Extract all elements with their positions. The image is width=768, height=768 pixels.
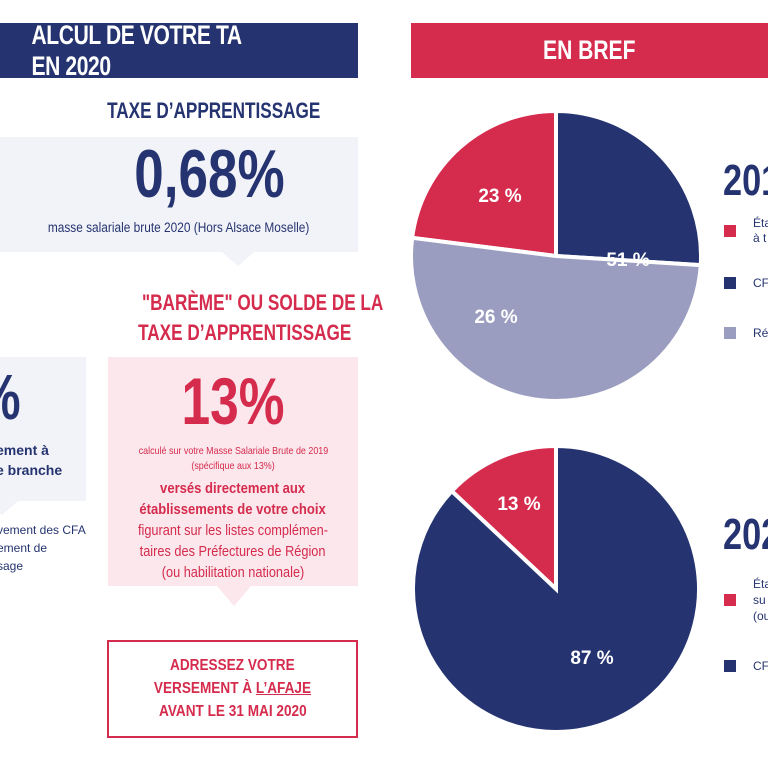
bareme-box: [108, 357, 358, 586]
chart-year-2019: 201: [723, 156, 768, 205]
bareme-heading-line1: "BARÈME" OU SOLDE DE LA: [142, 290, 384, 315]
bareme-sub-line1: calculé sur votre Masse Salariale Brute …: [138, 445, 328, 457]
bareme-sub-line2: (spécifique aux 13%): [191, 460, 275, 472]
bareme-body-line3: figurant sur les listes complémen-: [137, 523, 329, 539]
legend-label-etablissements-2020-l1: Éta: [753, 577, 768, 591]
cta-line3: AVANT LE 31 MAI 2020: [158, 703, 307, 720]
bareme-body-line4: taires des Préfectures de Région: [140, 544, 326, 560]
cfa-rate-box: [0, 357, 86, 501]
legend-swatch-regions-2019: [724, 327, 736, 339]
pie-2020-slice-0: [448, 443, 558, 594]
legend-swatch-etablissements-2020: [724, 594, 736, 606]
pie-2019-label-0: 23 %: [478, 186, 521, 207]
chart-year-2020: 202: [723, 510, 768, 559]
cta-line2-prefix: VERSEMENT À: [153, 680, 256, 697]
taxe-subtitle: masse salariale brute 2020 (Hors Alsace …: [48, 220, 310, 235]
legend-swatch-etablissements-2019: [724, 225, 736, 237]
en-bref-title: EN BREF: [543, 35, 636, 65]
cfa-note-line2: ement de: [0, 541, 48, 555]
bareme-body-line2: établissements de votre choix: [139, 502, 327, 518]
legend-label-etablissements-2019-l1: Éta: [753, 216, 768, 230]
legend-label-regions-2019: Ré: [753, 326, 768, 340]
pie-chart-2019: 23 % 26 % 51 %: [409, 108, 703, 403]
legend-label-etablissements-2020-l2: su: [753, 593, 766, 607]
bareme-pointer-arrow: [217, 586, 251, 606]
taxe-pointer-arrow: [222, 252, 254, 266]
section-title-banner: ALCUL DE VOTRE TA EN 2020: [0, 20, 358, 81]
pie-2019-slice-0: [409, 108, 558, 259]
pie-2019-slice-2: [409, 235, 703, 403]
cfa-note-line3: sage: [0, 559, 24, 573]
cta-line2-wrap: VERSEMENT À L’AFAJE: [154, 680, 311, 698]
bareme-body-line1: versés directement aux: [160, 481, 306, 497]
section-title: ALCUL DE VOTRE TA EN 2020: [31, 19, 241, 81]
legend-swatch-cfa-2019: [724, 277, 736, 289]
cfa-desc-line1: ement à: [0, 442, 49, 458]
en-bref-banner: EN BREF: [411, 23, 768, 78]
legend-swatch-cfa-2020: [724, 660, 736, 672]
cfa-pointer-arrow: [0, 501, 18, 515]
pie-2019-label-1: 26 %: [474, 307, 517, 328]
pie-2020-label-1: 87 %: [570, 648, 613, 669]
pie-2020-label-0: 13 %: [497, 494, 540, 515]
cta-line2: VERSEMENT À L’AFAJE: [107, 680, 358, 698]
pie-chart-2020: 13 % 87 %: [411, 443, 701, 734]
cfa-note-line1: vement des CFA: [0, 523, 86, 537]
pie-2019-slice-1: [554, 108, 703, 268]
payment-deadline-box: [107, 640, 358, 738]
legend-label-cfa-2020: CF: [753, 659, 768, 673]
cta-line1: ADRESSEZ VOTRE: [170, 657, 295, 674]
pie-2020-slice-1: [411, 443, 701, 734]
cfa-rate: %: [0, 362, 27, 432]
bareme-rate: 13%: [181, 364, 285, 438]
bareme-body-line5: (ou habilitation nationale): [161, 565, 305, 581]
legend-label-etablissements-2019-l2: à t: [753, 231, 767, 245]
taxe-heading: TAXE D’APPRENTISSAGE: [107, 98, 321, 123]
pie-2019-label-2: 51 %: [606, 250, 649, 271]
legend-label-cfa-2019: CF: [753, 276, 768, 290]
legend-label-etablissements-2020-l3: (ou: [753, 609, 768, 623]
taxe-rate: 0,68%: [133, 136, 285, 212]
afaje-link[interactable]: L’AFAJE: [255, 680, 312, 697]
taxe-rate-box: [0, 137, 358, 252]
bareme-heading-line2: TAXE D’APPRENTISSAGE: [138, 320, 352, 345]
cfa-desc-line2: e branche: [0, 462, 63, 478]
